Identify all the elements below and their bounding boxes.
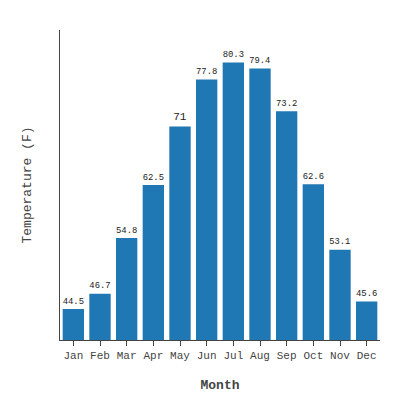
svg-text:Apr: Apr [143, 350, 163, 362]
svg-text:Jun: Jun [197, 350, 217, 362]
svg-text:May: May [170, 350, 190, 362]
svg-text:Feb: Feb [90, 350, 110, 362]
svg-text:44.5: 44.5 [63, 297, 84, 307]
svg-text:53.1: 53.1 [329, 237, 350, 247]
svg-text:45.6: 45.6 [356, 289, 377, 299]
svg-text:79.4: 79.4 [249, 56, 270, 66]
svg-text:Nov: Nov [330, 350, 350, 362]
svg-text:Dec: Dec [357, 350, 377, 362]
svg-text:62.6: 62.6 [303, 172, 324, 182]
svg-text:Oct: Oct [303, 350, 323, 362]
svg-text:62.5: 62.5 [143, 173, 164, 183]
svg-text:77.8: 77.8 [196, 67, 217, 77]
svg-text:46.7: 46.7 [89, 281, 110, 291]
svg-text:Month: Month [200, 378, 239, 393]
svg-text:80.3: 80.3 [223, 50, 244, 60]
svg-text:Temperature (F): Temperature (F) [20, 126, 35, 243]
svg-text:Sep: Sep [277, 350, 297, 362]
svg-text:73.2: 73.2 [276, 99, 297, 109]
svg-text:Jan: Jan [63, 350, 83, 362]
svg-text:Aug: Aug [250, 350, 270, 362]
svg-text:71: 71 [173, 111, 187, 123]
svg-text:Mar: Mar [117, 350, 137, 362]
svg-text:54.8: 54.8 [116, 226, 137, 236]
svg-text:Jul: Jul [223, 350, 243, 362]
